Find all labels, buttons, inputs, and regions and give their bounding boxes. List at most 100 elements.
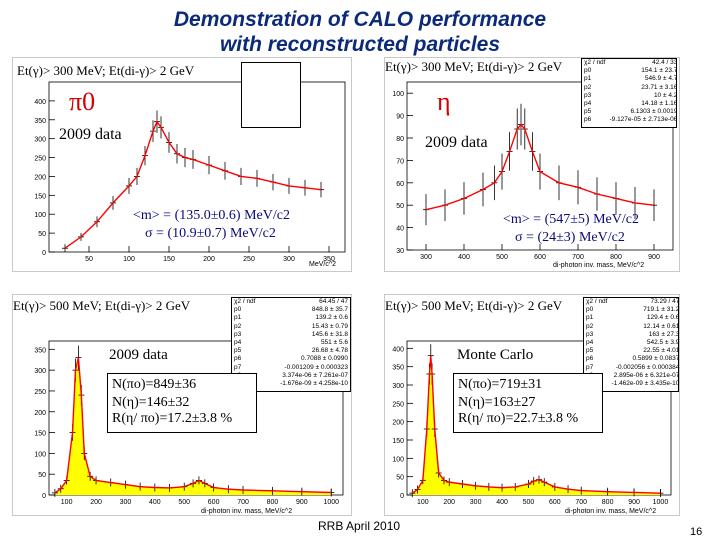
- y-tick-label: 150: [392, 438, 404, 445]
- chart-mc500-svg: 0 50 100 150 200 250 300 350 400 100 200 300 400 500 6…: [392, 340, 672, 506]
- y-tick-label: 300: [34, 137, 46, 144]
- chart-pi0-svg: 0 50 100 150 200 250 300 350 400 50 100 150 200 250 30…: [34, 81, 346, 263]
- fit-row: p1 546.9 ± 4.7: [582, 75, 679, 83]
- y-tick-label: 50: [396, 475, 404, 482]
- fit-param-name: p6: [586, 355, 594, 363]
- x-tick-label: 100: [417, 499, 429, 506]
- y-tick-label: 70: [396, 158, 404, 165]
- x-axis-title: MeV/c^2: [309, 261, 337, 268]
- y-tick-label: 150: [34, 193, 46, 200]
- y-tick-label: 300: [392, 383, 404, 390]
- fit-row: p1 139.2 ± 0.6: [232, 314, 350, 322]
- chart-eta-svg: 30 40 50 60 70 80 90 100 300 400 500 600 700 800 900: [392, 81, 674, 261]
- fit-param-name: p2: [584, 83, 592, 91]
- fit-param-name: p5: [584, 108, 592, 116]
- x-tick-label: 900: [628, 499, 640, 506]
- fit-param-value: 14.18 ± 1.16: [641, 100, 678, 108]
- yield-ratio: R(η/ πo)=17.2±3.8 %: [112, 411, 233, 426]
- y-tick-label: 50: [38, 231, 46, 238]
- y-tick-label: 200: [34, 174, 46, 181]
- fit-row: χ2 / ndf 73.29 / 47: [584, 298, 681, 306]
- chart-pi0-300: 0 50 100 150 200 250 300 350 400 50 100 150 200 250 30…: [12, 57, 352, 272]
- y-tick-label: 100: [392, 91, 404, 98]
- x-tick-label: 900: [296, 499, 308, 506]
- fit-param-value: 163 ± 27.3: [648, 330, 680, 338]
- fit-param-value: 546.9 ± 4.7: [644, 75, 678, 83]
- fit-param-value: 12.14 ± 0.61: [643, 322, 680, 330]
- fit-row: p1 129.4 ± 0.6: [584, 314, 681, 322]
- footer-text: RRB April 2010: [318, 519, 401, 533]
- fit-row: p4 542.5 ± 3.9: [584, 339, 681, 347]
- y-tick-label: 80: [396, 136, 404, 143]
- sample-label: 2009 data: [59, 126, 122, 143]
- fit-param-value: -1.676e-09 ± 4.258e-10: [280, 380, 348, 388]
- x-tick-label: 700: [572, 254, 584, 261]
- fit-row: p4 14.18 ± 1.16: [582, 100, 679, 108]
- x-tick-label: 300: [470, 499, 482, 506]
- histogram-fill: [412, 355, 661, 495]
- fit-row: p7 -0.002056 ± 0.000384: [584, 364, 681, 372]
- x-tick-label: 250: [243, 256, 255, 263]
- y-tick-label: 350: [34, 118, 46, 125]
- y-tick-label: 0: [42, 493, 46, 500]
- fit-param-value: 551 ± 5.6: [320, 339, 348, 347]
- fit-param-name: p4: [234, 339, 242, 347]
- y-tick-label: 40: [396, 226, 404, 233]
- fit-row: p5 6.1303 ± 0.0019: [582, 108, 679, 116]
- x-tick-label: 500: [496, 254, 508, 261]
- y-tick-label: 250: [392, 401, 404, 408]
- fit-param-value: 23.71 ± 3.16: [641, 83, 678, 91]
- yield-pi0: N(πo)=849±36: [112, 377, 197, 392]
- x-tick-label: 800: [267, 499, 279, 506]
- fit-param-value: 542.5 ± 3.9: [646, 339, 680, 347]
- chart-eta-300: 30 40 50 60 70 80 90 100 300 400 500 600 700 800 900 E…: [384, 57, 680, 272]
- fit-param-value: 22.55 ± 4.01: [643, 347, 680, 355]
- x-tick-label: 500: [523, 499, 535, 506]
- fit-param-name: p7: [586, 363, 594, 371]
- x-tick-label: 50: [85, 256, 93, 263]
- slide-title-line2: with reconstructed particles: [219, 33, 501, 56]
- fit-row: p7 -0.001209 ± 0.000323: [232, 364, 350, 372]
- fit-param-value: 42.4 / 33: [652, 59, 678, 66]
- fit-param-value: -0.002056 ± 0.000384: [615, 363, 680, 371]
- y-tick-label: 50: [38, 472, 46, 479]
- fit-row: p6 -9.127e-05 ± 2.713e-06: [582, 116, 679, 124]
- x-tick-label: 1000: [653, 499, 669, 506]
- fit-curve: [54, 357, 332, 494]
- fit-param-name: p1: [586, 314, 594, 322]
- fit-param-value: 10 ± 4.2: [653, 91, 678, 99]
- y-tick-label: 30: [396, 248, 404, 255]
- selection-label: Et(γ)> 300 MeV; Et(di-γ)> 2 GeV: [385, 59, 563, 74]
- fit-row: p0 848.8 ± 35.7: [232, 306, 350, 314]
- fit-param-name: p7: [234, 363, 242, 371]
- fit-param-name: p3: [234, 330, 242, 338]
- yield-eta: N(η)=163±27: [458, 395, 536, 410]
- fit-param-name: p5: [586, 347, 594, 355]
- y-tick-label: 60: [396, 181, 404, 188]
- fit-row: χ2 / ndf 42.4 / 33: [582, 59, 679, 67]
- y-tick-label: 0: [42, 250, 46, 257]
- y-tick-label: 50: [396, 203, 404, 210]
- histogram-fill: [54, 357, 332, 495]
- fit-row: p0 154.1 ± 23.7: [582, 67, 679, 75]
- fit-param-value: 26.68 ± 4.78: [311, 347, 348, 355]
- y-tick-label: 100: [392, 456, 404, 463]
- y-tick-label: 250: [34, 389, 46, 396]
- fit-row: p6 0.7088 ± 0.0990: [232, 355, 350, 363]
- x-axis-title: di-photon inv. mass, MeV/c^2: [201, 508, 293, 515]
- chart-data500-svg: 0 50 100 150 200 250 300 350 100 200 300 400 500 600 7…: [34, 340, 344, 506]
- fit-param-value: 2.895e-06 ± 6.321e-07: [613, 371, 680, 379]
- fit-param-name: χ2 / ndf: [584, 59, 606, 66]
- x-tick-label: 300: [120, 499, 132, 506]
- yield-box: N(πo)=719±31 N(η)=163±27 R(η/ πo)=22.7±3…: [453, 373, 603, 433]
- y-tick-label: 150: [34, 431, 46, 438]
- fit-table: χ2 / ndf 42.4 / 33 p0 154.1 ± 23.7 p1 546.9 ±…: [582, 59, 679, 125]
- x-tick-label: 800: [602, 499, 614, 506]
- x-tick-label: 500: [178, 499, 190, 506]
- fit-row: χ2 / ndf 64.45 / 47: [232, 298, 350, 306]
- fit-param-name: p1: [234, 314, 242, 322]
- fit-param-name: p0: [584, 67, 592, 75]
- x-tick-label: 900: [648, 254, 660, 261]
- fit-row: p6 0.5899 ± 0.0837: [584, 355, 681, 363]
- x-tick-label: 200: [443, 499, 455, 506]
